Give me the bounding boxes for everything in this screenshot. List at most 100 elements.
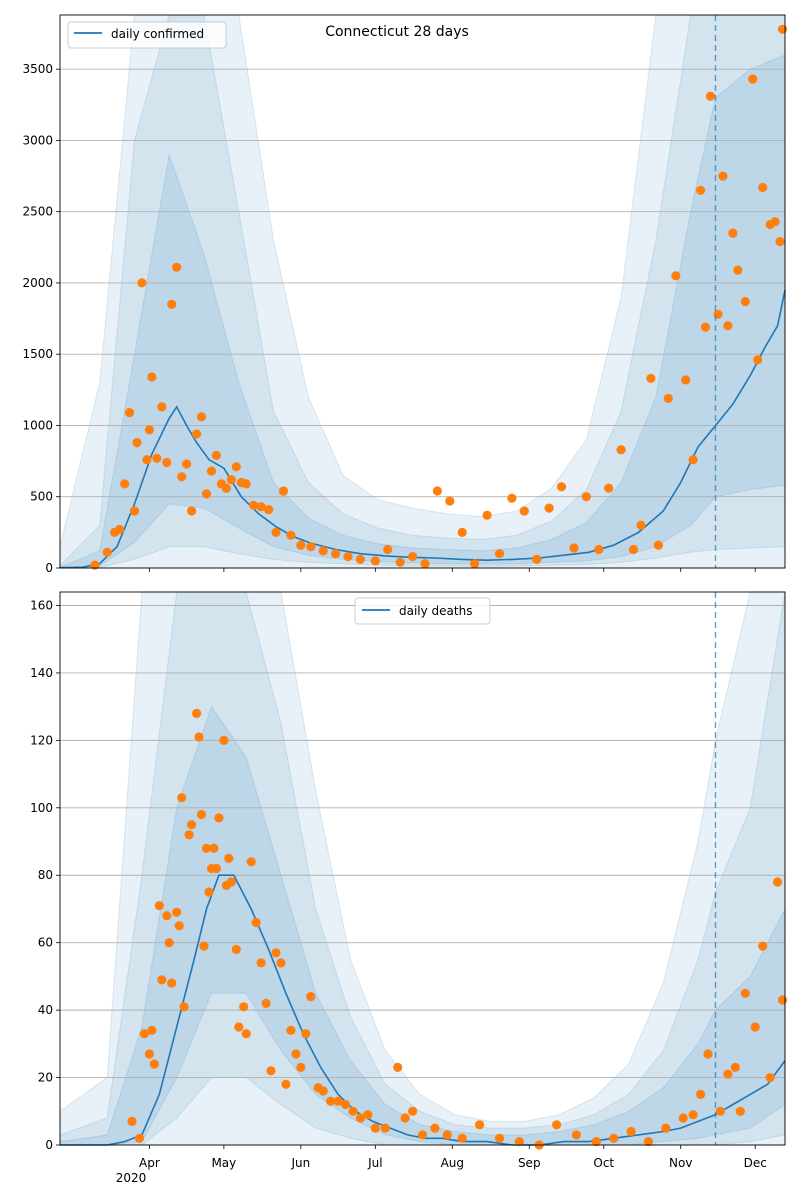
data-point [688, 1110, 698, 1120]
data-point [149, 1059, 159, 1069]
data-point [144, 425, 154, 435]
y-tick-label: 3000 [22, 133, 53, 147]
data-point [226, 877, 236, 887]
data-point [144, 1049, 154, 1059]
data-point [179, 1002, 189, 1012]
data-point [733, 265, 743, 275]
data-point [604, 483, 614, 493]
y-tick-label: 60 [38, 936, 53, 950]
data-point [152, 453, 162, 463]
data-point [219, 735, 229, 746]
data-point [355, 554, 365, 565]
data-point [571, 1130, 582, 1140]
data-point [408, 1106, 418, 1116]
data-point [182, 459, 192, 469]
data-point [120, 479, 130, 489]
data-point [164, 938, 174, 948]
data-point [251, 917, 261, 928]
data-point [271, 527, 281, 538]
data-point [718, 171, 728, 181]
legend-box [354, 597, 491, 625]
x-tick-label: Jun [290, 1156, 310, 1170]
data-point [192, 708, 202, 719]
y-tick-label: 160 [30, 598, 53, 612]
legend-label-deaths: daily deaths [399, 604, 472, 618]
data-point [147, 1025, 157, 1035]
data-point [174, 921, 184, 931]
data-point [663, 393, 673, 403]
data-point [432, 486, 442, 496]
deaths-y-ticks: 0 20 40 60 80 100 120 140 160 [30, 598, 60, 1152]
data-point [204, 887, 214, 897]
data-point [154, 901, 164, 911]
deaths-points [127, 708, 788, 1150]
y-tick-label: 80 [38, 868, 53, 882]
data-point [703, 1049, 713, 1059]
data-point [569, 543, 579, 553]
data-point [226, 475, 236, 485]
confirmed-axes-frame [59, 14, 786, 569]
data-point [370, 1123, 380, 1133]
data-point [773, 877, 783, 887]
data-point [507, 493, 517, 503]
x-tick-label: Nov [669, 1156, 692, 1170]
data-point [393, 1062, 403, 1072]
data-point [457, 1133, 467, 1143]
data-point [730, 1062, 740, 1072]
data-point [196, 412, 207, 422]
y-tick-label: 40 [38, 1003, 53, 1017]
data-point [609, 1133, 619, 1143]
data-point [187, 820, 197, 830]
data-point [221, 483, 231, 493]
data-point [127, 1116, 137, 1126]
data-point [157, 975, 167, 985]
data-point [201, 489, 212, 499]
data-point [326, 1096, 336, 1106]
data-point [90, 560, 100, 570]
data-point [139, 1029, 149, 1039]
data-point [187, 506, 197, 516]
data-point [211, 450, 221, 460]
data-point [514, 1137, 524, 1147]
data-point [748, 74, 758, 84]
data-point [715, 1106, 726, 1116]
data-point [115, 524, 125, 535]
data-point [249, 500, 259, 510]
data-point [681, 375, 691, 385]
data-point [261, 998, 271, 1009]
data-point [581, 492, 592, 502]
data-point [291, 1049, 301, 1059]
data-point [137, 278, 147, 288]
data-point [770, 217, 780, 227]
data-point [224, 853, 234, 864]
data-point [723, 321, 733, 331]
y-tick-label: 2000 [22, 276, 53, 290]
data-point [417, 1130, 428, 1140]
data-point [172, 907, 182, 917]
data-point [241, 479, 251, 489]
data-point [296, 540, 306, 550]
data-point [162, 457, 172, 468]
data-point [192, 429, 202, 439]
data-point [231, 944, 241, 955]
data-point [209, 843, 219, 853]
data-point [735, 1106, 745, 1116]
data-point [728, 228, 738, 238]
data-point [775, 237, 785, 247]
data-point [278, 486, 289, 496]
y-tick-label: 2500 [22, 205, 53, 219]
data-point [214, 813, 224, 823]
data-point [142, 455, 152, 465]
x-tick-label: Aug [441, 1156, 464, 1170]
data-point [234, 1022, 244, 1032]
data-point [306, 992, 316, 1002]
data-point [231, 462, 241, 472]
x-tick-label: Dec [744, 1156, 767, 1170]
y-tick-label: 500 [30, 490, 53, 504]
data-point [470, 559, 480, 569]
data-point [348, 1106, 358, 1116]
data-point [177, 793, 187, 803]
data-point [696, 1089, 706, 1099]
chart-title: Connecticut 28 days [325, 24, 469, 40]
